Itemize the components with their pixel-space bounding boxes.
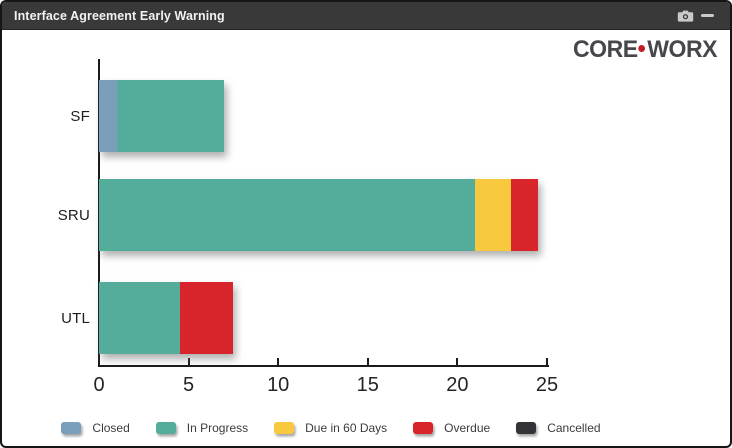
logo-dot-icon	[638, 45, 646, 52]
bar-segment-in-progress[interactable]	[116, 80, 225, 152]
category-label-sf: SF	[70, 107, 90, 125]
bar-segment-closed[interactable]	[99, 80, 117, 152]
logo-text-left: CORE	[572, 36, 638, 63]
legend-item-in-progress[interactable]: In Progress	[155, 421, 249, 435]
bar-row-sru	[99, 179, 539, 251]
legend-label: Cancelled	[547, 421, 601, 435]
legend-swatch-icon	[413, 422, 434, 434]
bar-segment-in-progress[interactable]	[99, 179, 476, 251]
x-axis-tick-label: 15	[356, 374, 379, 396]
bar-segment-due-in-60-days[interactable]	[475, 179, 512, 251]
bar-segment-overdue[interactable]	[511, 179, 539, 251]
window-title: Interface Agreement Early Warning	[14, 8, 225, 23]
legend-swatch-icon	[516, 422, 537, 434]
chart-panel: CORE WORX 0 5 10 15 20 25 Closed In Progress Due…	[2, 30, 730, 446]
legend-swatch-icon	[274, 422, 295, 434]
x-axis-tick	[546, 358, 548, 365]
x-axis-tick-label: 5	[183, 374, 195, 396]
x-axis-tick	[187, 358, 190, 365]
legend-item-closed[interactable]: Closed	[61, 421, 130, 435]
logo-text-right: WORX	[647, 36, 717, 63]
minimize-icon[interactable]	[696, 6, 718, 26]
bar-row-utl	[99, 282, 234, 354]
legend-swatch-icon	[61, 422, 82, 434]
legend-swatch-icon	[155, 422, 176, 434]
title-bar: Interface Agreement Early Warning	[2, 2, 730, 30]
coreworx-logo: CORE WORX	[573, 36, 717, 64]
legend-label: Due in 60 Days	[305, 421, 388, 435]
x-axis-tick-label: 0	[93, 374, 105, 396]
category-label-utl: UTL	[61, 309, 90, 327]
bar-segment-in-progress[interactable]	[99, 282, 180, 354]
category-label-sru: SRU	[57, 206, 90, 224]
legend-item-due-in-60-days[interactable]: Due in 60 Days	[274, 421, 387, 435]
legend-item-overdue[interactable]: Overdue	[413, 421, 490, 435]
x-axis-tick-label: 25	[535, 374, 559, 396]
camera-icon[interactable]	[674, 6, 696, 26]
legend-label: Closed	[92, 421, 130, 435]
legend-item-cancelled[interactable]: Cancelled	[516, 421, 601, 435]
legend-label: Overdue	[444, 421, 491, 435]
legend-label: In Progress	[186, 421, 249, 435]
x-axis-tick	[277, 358, 280, 365]
chart-legend: Closed In Progress Due in 60 Days Overdue Ca…	[2, 421, 730, 435]
x-axis-tick-label: 20	[446, 374, 469, 396]
bar-row-sf	[99, 80, 225, 152]
plot-area: 0 5 10 15 20 25	[93, 59, 558, 396]
bar-segment-overdue[interactable]	[179, 282, 234, 354]
x-axis-line	[98, 365, 549, 367]
x-axis-tick	[366, 358, 369, 365]
x-axis-tick-label: 10	[267, 374, 290, 396]
x-axis-tick	[456, 358, 459, 365]
